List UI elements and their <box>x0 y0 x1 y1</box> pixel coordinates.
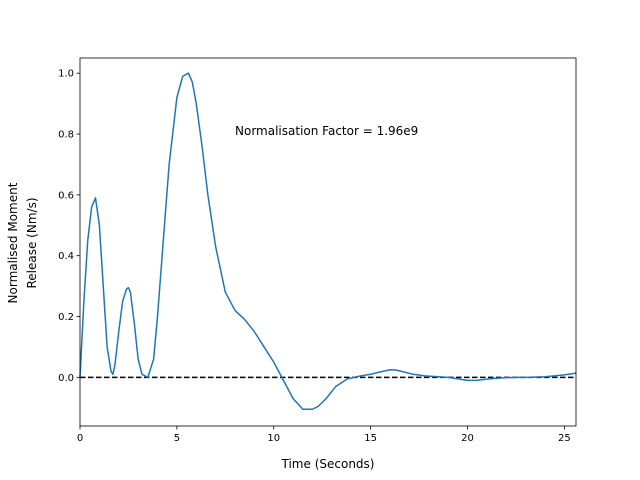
y-tick-label: 0.8 <box>58 130 74 141</box>
y-axis-ticks: 0.0 0.2 0.4 0.6 0.8 1.0 <box>58 69 80 384</box>
y-tick-label: 0.0 <box>58 373 74 384</box>
series-line-0 <box>79 72 577 411</box>
x-tick-label: 5 <box>174 433 180 444</box>
y-tick-label: 0.2 <box>58 312 74 323</box>
normalisation-annotation: Normalisation Factor = 1.96e9 <box>235 124 418 138</box>
y-axis-label-line-1: Normalised Moment <box>6 182 20 303</box>
x-tick-label: 0 <box>77 433 83 444</box>
x-axis-label: Time (Seconds) <box>281 457 375 471</box>
x-tick-label: 10 <box>267 433 280 444</box>
y-axis-label-line-2: Release (Nm/s) <box>25 197 39 288</box>
y-tick-label: 0.4 <box>58 251 74 262</box>
y-tick-label: 0.6 <box>58 190 74 201</box>
plot-area <box>79 57 577 427</box>
plot-frame <box>79 57 577 427</box>
x-axis-ticks: 0 5 10 15 20 25 <box>77 426 571 444</box>
x-tick-label: 25 <box>558 433 571 444</box>
y-tick-label: 1.0 <box>58 69 74 80</box>
x-tick-label: 15 <box>364 433 377 444</box>
x-tick-label: 20 <box>461 433 474 444</box>
